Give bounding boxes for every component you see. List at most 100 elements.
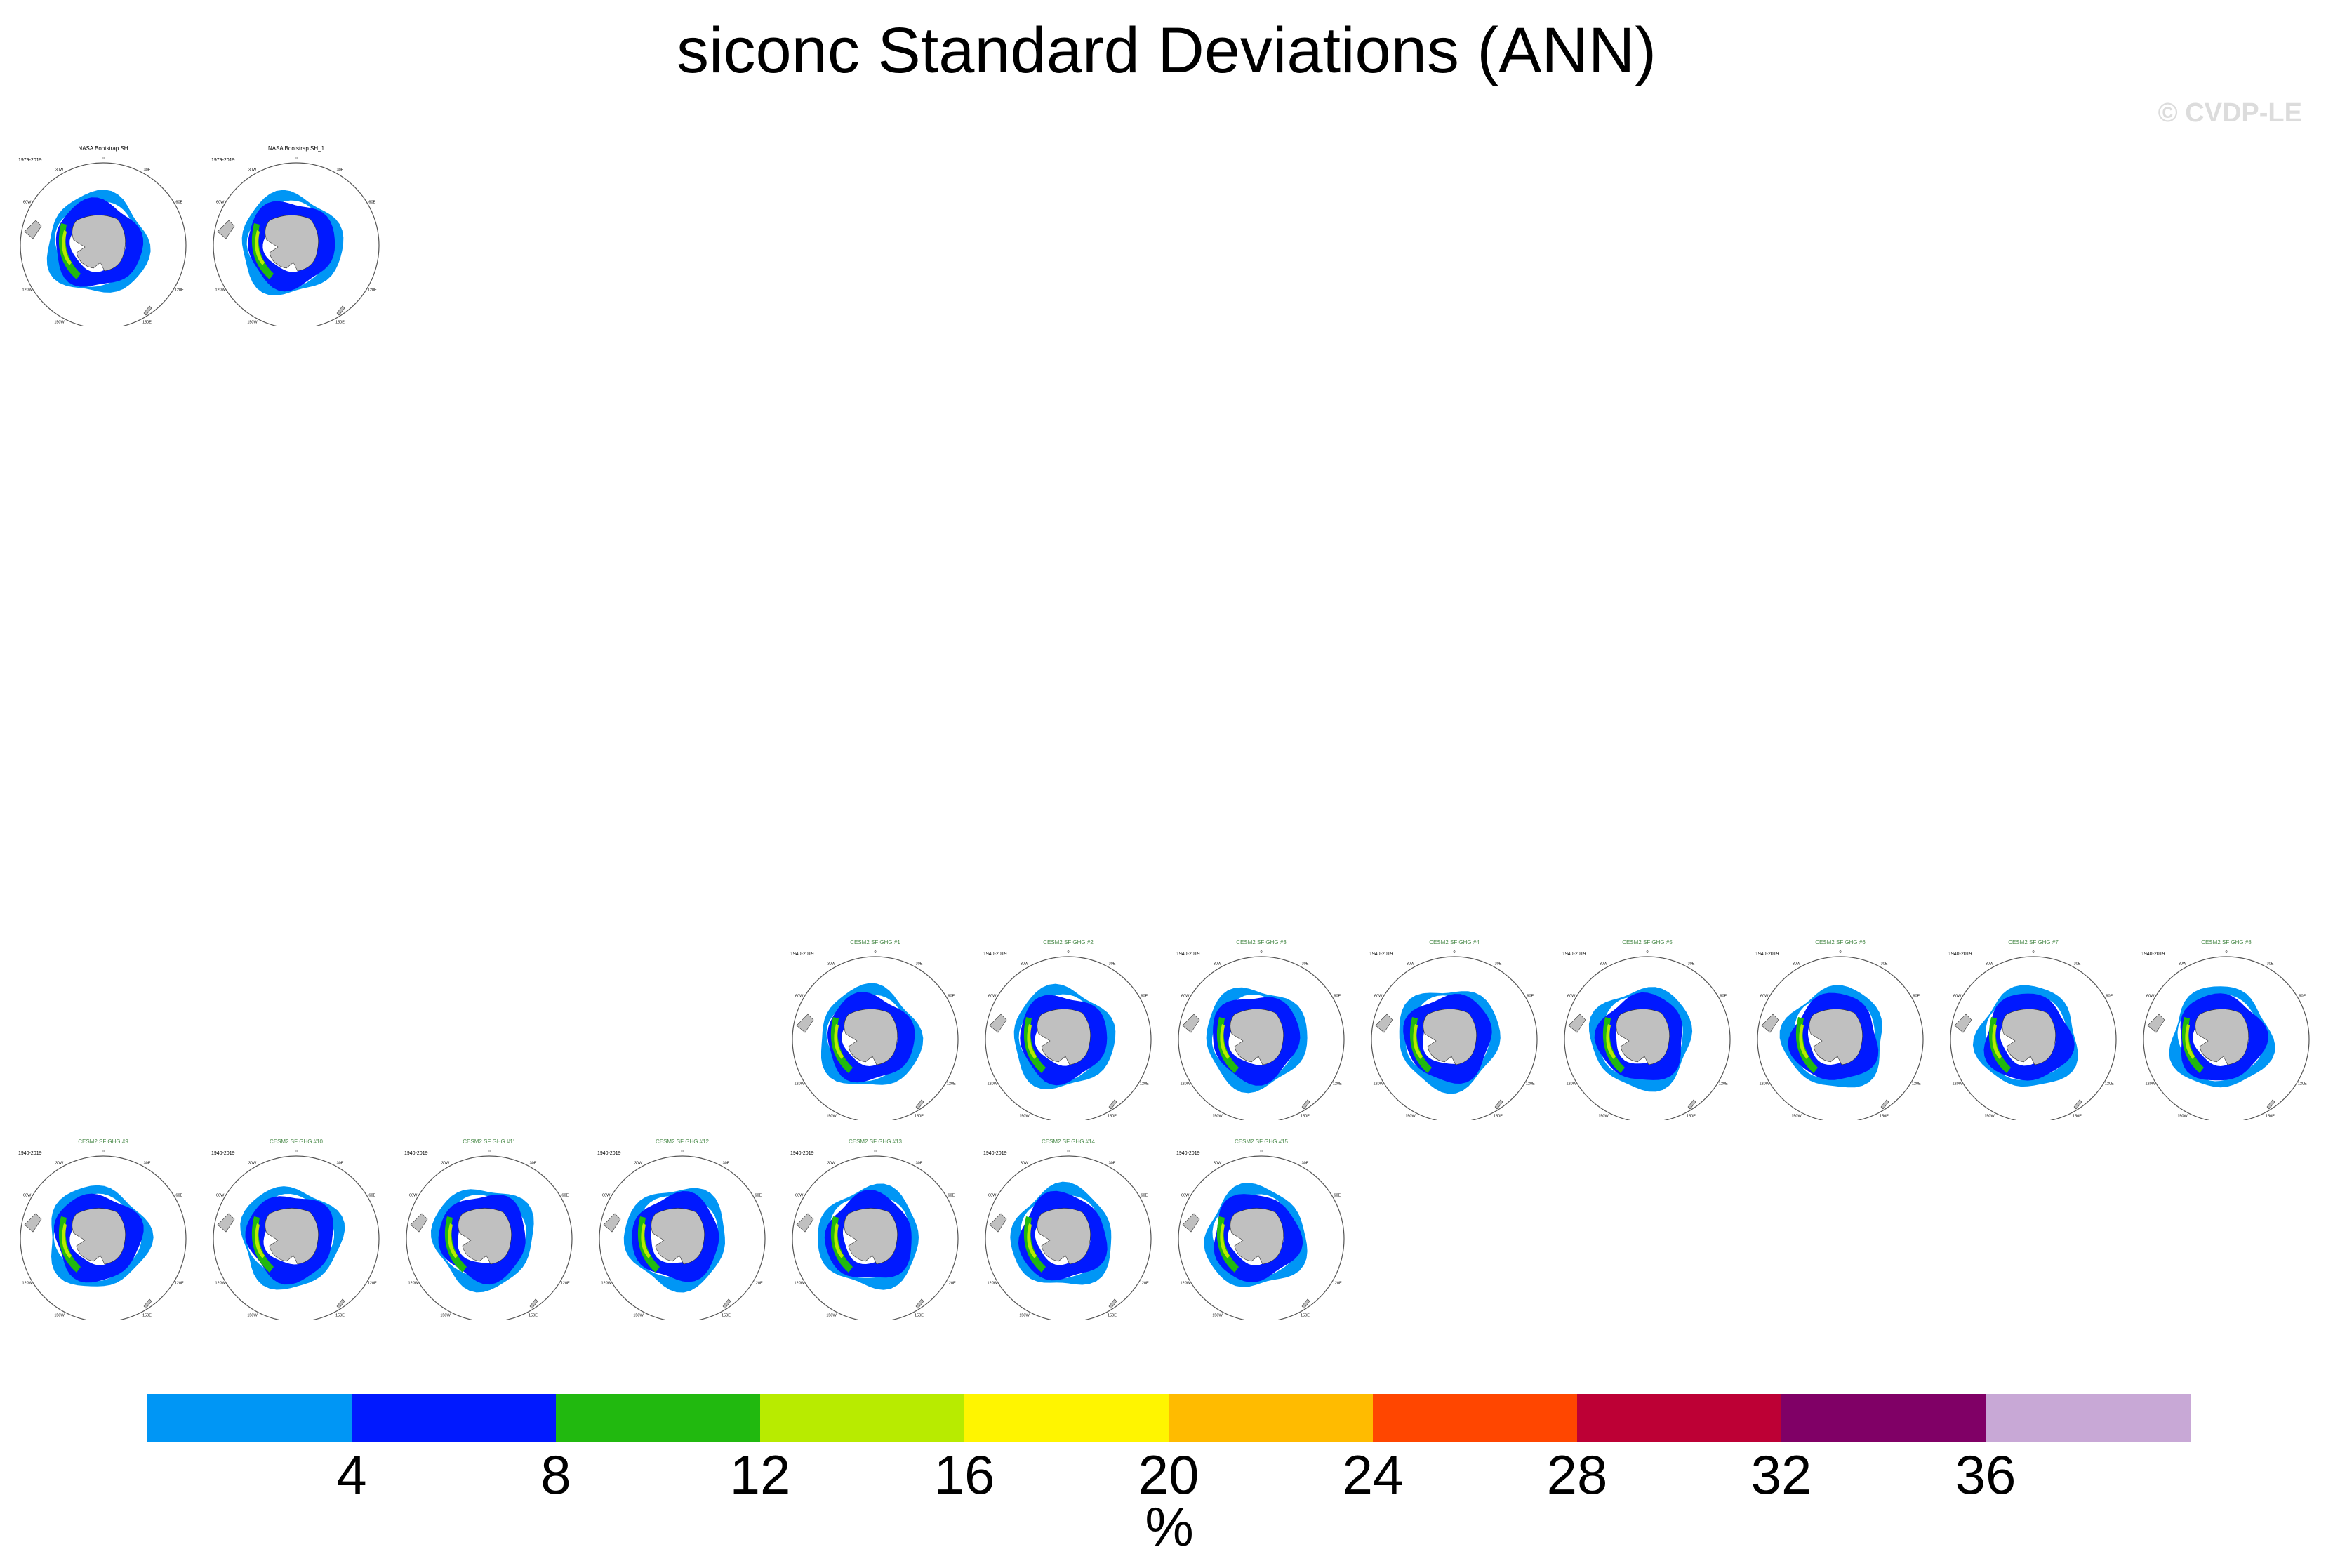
ice-band-peak [834,1223,844,1258]
panel-title: CESM2 SF GHG #6 [1815,939,1866,945]
longitude-label: 150W [1791,1114,1802,1118]
longitude-label: 150E [1494,1114,1503,1118]
longitude-label: 60W [23,201,32,205]
antarctica-landmass [2195,1009,2249,1065]
longitude-label: 120W [1374,1082,1384,1087]
longitude-label: 120E [1333,1082,1342,1087]
longitude-label: 60W [795,995,804,999]
longitude-label: 150W [440,1313,451,1317]
longitude-label: 60E [1913,995,1920,999]
longitude-label: 60W [1567,995,1576,999]
panel-title: CESM2 SF GHG #8 [2201,939,2252,945]
longitude-label: 60W [2146,995,2155,999]
longitude-label: 0 [2225,950,2227,955]
longitude-label: 30E [916,962,923,966]
longitude-label: 30E [723,1162,730,1166]
longitude-label: 150W [1019,1114,1030,1118]
new-zealand-landmass [143,305,152,316]
south-america-landmass [1954,1014,1972,1033]
longitude-label: 120E [175,288,184,293]
colorbar-segment [1781,1394,1986,1442]
longitude-label: 60W [216,201,225,205]
longitude-label: 60E [561,1194,569,1198]
longitude-label: 120W [215,1282,226,1286]
watermark: © CVDP-LE [2158,98,2302,128]
south-america-landmass [1568,1014,1586,1033]
longitude-label: 120W [795,1082,805,1087]
longitude-label: 30W [1214,1162,1222,1166]
longitude-label: 150W [2177,1114,2188,1118]
map-panel: CESM2 SF GHG #8 1940-2019 0 30E 60E 120E 150E 1… [2139,938,2314,1120]
longitude-label: 60E [948,995,955,999]
panel-period: 1979-2019 [18,158,42,163]
polar-map: CESM2 SF GHG #6 1940-2019 0 30E 60E 120E 150E 1… [1755,939,1924,1120]
longitude-label: 120E [1719,1082,1728,1087]
polar-map: CESM2 SF GHG #2 1940-2019 0 30E 60E 120E 150E 1… [983,939,1152,1120]
longitude-label: 30W [55,168,64,173]
antarctica-landmass [1230,1208,1284,1265]
colorbar-tick-label: 12 [729,1444,791,1506]
longitude-label: 120W [215,288,226,293]
longitude-label: 120E [1526,1082,1535,1087]
colorbar-tick-label: 20 [1138,1444,1199,1506]
colorbar-segment [964,1394,1169,1442]
panel-title: CESM2 SF GHG #7 [2008,939,2059,945]
new-zealand-landmass [915,1099,924,1110]
longitude-label: 60E [2299,995,2306,999]
ice-band-mid [824,1190,912,1278]
longitude-label: 150E [1108,1313,1117,1317]
longitude-label: 30W [827,962,836,966]
polar-map: CESM2 SF GHG #13 1940-2019 0 30E 60E 120E 150E… [790,1138,959,1320]
antarctica-landmass [1423,1009,1477,1065]
colorbar-segment [1986,1394,2191,1442]
ice-band-low [1399,991,1501,1094]
new-zealand-landmass [336,1298,345,1309]
longitude-label: 0 [295,1150,297,1154]
antarctica-landmass [844,1009,898,1065]
longitude-label: 60W [1953,995,1962,999]
new-zealand-landmass [1108,1099,1117,1110]
longitude-label: 120W [1181,1282,1191,1286]
antarctica-landmass [1037,1208,1091,1265]
south-america-landmass [796,1213,814,1233]
map-panel: NASA Bootstrap SH 1979-2019 0 30E 60E 120E 150… [15,144,191,326]
longitude-label: 30E [144,168,151,173]
map-panel: CESM2 SF GHG #5 1940-2019 0 30E 60E 120E 150E 1… [1560,938,1735,1120]
longitude-label: 150E [142,320,152,324]
longitude-label: 120W [1567,1082,1577,1087]
panel-period: 1940-2019 [2141,952,2165,957]
map-panel: CESM2 SF GHG #13 1940-2019 0 30E 60E 120E 150E… [787,1137,963,1320]
longitude-label: 0 [1067,1150,1069,1154]
longitude-label: 150W [1212,1114,1223,1118]
longitude-label: 30W [827,1162,836,1166]
longitude-label: 120W [601,1282,612,1286]
longitude-label: 30E [337,1162,344,1166]
polar-map: CESM2 SF GHG #5 1940-2019 0 30E 60E 120E 150E 1… [1562,939,1731,1120]
south-america-landmass [24,1213,42,1233]
ice-band-peak [1027,1223,1037,1258]
longitude-label: 30W [441,1162,450,1166]
south-america-landmass [1375,1014,1393,1033]
ice-band-low [821,983,924,1085]
new-zealand-landmass [1301,1298,1310,1309]
ice-band-peak [1220,1024,1230,1059]
new-zealand-landmass [2073,1099,2082,1110]
antarctica-landmass [844,1208,898,1265]
new-zealand-landmass [722,1298,731,1309]
ice-band-mid [1018,1190,1108,1281]
longitude-label: 120E [1140,1082,1149,1087]
panel-title: CESM2 SF GHG #12 [656,1138,710,1145]
panel-period: 1940-2019 [790,1151,814,1156]
longitude-label: 150E [1301,1114,1310,1118]
longitude-label: 0 [1839,950,1841,955]
longitude-label: 150W [54,1313,65,1317]
colorbar-tick-label: 32 [1750,1444,1812,1506]
ice-band-low [1010,1181,1112,1285]
ice-band-peak [1992,1024,2002,1059]
longitude-label: 60E [1334,995,1341,999]
longitude-label: 120W [2146,1082,2156,1087]
antarctica-landmass [265,215,319,272]
longitude-label: 150W [54,320,65,324]
longitude-label: 30W [248,168,257,173]
panel-period: 1940-2019 [983,952,1007,957]
